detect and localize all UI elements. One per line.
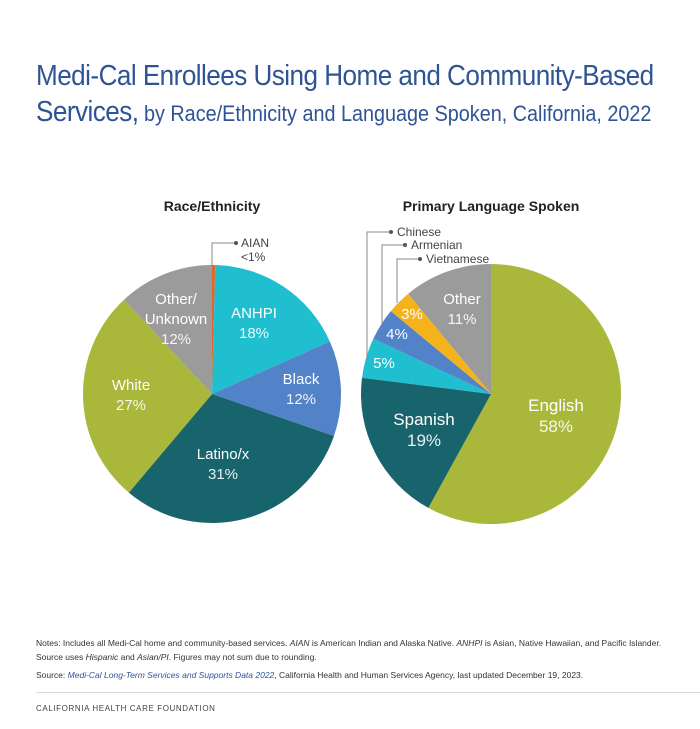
english-label: English 58% (528, 396, 584, 436)
pie-slice-black (212, 341, 341, 437)
pie-slice-armenian (373, 311, 491, 394)
black-label: Black 12% (282, 371, 320, 408)
divider (36, 692, 700, 693)
pie-slice-latino-x (128, 394, 334, 523)
source-link[interactable]: Medi-Cal Long-Term Services and Supports… (67, 670, 275, 680)
anhpi-label: ANHPI 18% (231, 305, 277, 342)
vietnamese-callout-label: Vietnamese (426, 252, 490, 266)
white-label: White 27% (111, 377, 151, 414)
language-pie (361, 264, 621, 525)
pie-slice-other-unknown (123, 265, 212, 394)
pie-slice-english (428, 264, 621, 525)
aian-callout-line (211, 242, 236, 266)
vietnamese-callout-line (396, 258, 420, 303)
other-language-label: Other 11% (443, 291, 481, 328)
aian-label: AIAN <1% (241, 236, 270, 264)
latino-label: Latino/x 31% (196, 446, 250, 483)
pie-slice-vietnamese (390, 293, 491, 394)
pie-slice-other (408, 264, 491, 394)
title-bold: Services, (36, 96, 139, 128)
source-line: Source: Medi-Cal Long-Term Services and … (36, 670, 584, 680)
race-pie (82, 265, 341, 523)
page-title: Medi-Cal Enrollees Using Home and Commun… (36, 58, 676, 135)
armenian-callout-dot (403, 243, 407, 247)
vietnamese-pct-label: 3% (401, 306, 423, 323)
chinese-callout-line (366, 231, 391, 360)
armenian-callout-line (381, 244, 405, 325)
other-unknown-label: Other/ Unknown 12% (144, 291, 208, 348)
notes: Notes: Includes all Medi-Cal home and co… (36, 636, 676, 682)
pie-slice-spanish (361, 377, 491, 508)
footer: CALIFORNIA HEALTH CARE FOUNDATION (36, 704, 216, 713)
armenian-pct-label: 4% (386, 326, 408, 343)
pie-slice-aian (212, 265, 216, 394)
title-line-1: Medi-Cal Enrollees Using Home and Commun… (36, 60, 654, 92)
pie-slice-anhpi (212, 265, 330, 394)
pie-slice-white (82, 299, 212, 493)
chinese-pct-label: 5% (373, 355, 395, 372)
vietnamese-callout-dot (418, 257, 422, 261)
title-subtitle: by Race/Ethnicity and Language Spoken, C… (138, 101, 652, 126)
chinese-callout-dot (389, 230, 393, 234)
spanish-label: Spanish 19% (393, 410, 455, 450)
armenian-callout-label: Armenian (411, 238, 463, 252)
callout-lines (211, 231, 420, 360)
race-chart-title: Race/Ethnicity (163, 198, 261, 214)
pie-slice-chinese (362, 338, 491, 394)
chinese-callout-label: Chinese (397, 225, 442, 239)
callout-dots (234, 230, 422, 261)
aian-callout-dot (234, 241, 238, 245)
language-chart-title: Primary Language Spoken (402, 198, 580, 214)
